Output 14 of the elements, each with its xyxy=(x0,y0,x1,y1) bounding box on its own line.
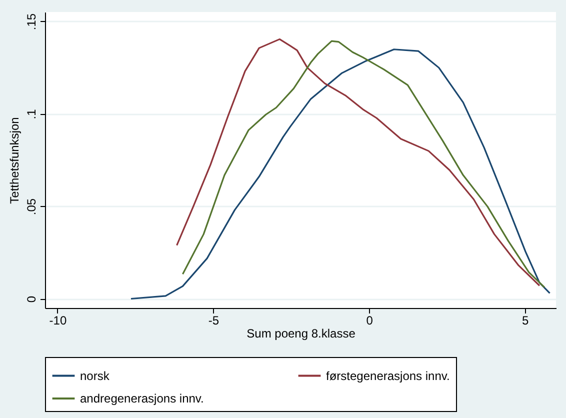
y-tick-label: .05 xyxy=(24,198,38,216)
legend-label: andregenerasjons innv. xyxy=(80,392,204,406)
x-tick-label: 5 xyxy=(522,314,529,328)
legend-label: norsk xyxy=(80,368,110,383)
line-series xyxy=(130,48,551,300)
x-axis-title: Sum poeng 8.klasse xyxy=(246,326,356,340)
y-tick-label: 0 xyxy=(24,296,38,303)
x-tick-label: -5 xyxy=(208,314,220,328)
x-tick-label: 0 xyxy=(366,314,374,328)
y-tick-label: .1 xyxy=(24,108,38,120)
x-tick-label: -10 xyxy=(49,314,67,328)
legend-label: førstegenerasjons innv. xyxy=(326,368,450,383)
y-axis-title: Tetthetsfunksjon xyxy=(8,117,22,204)
y-tick-label: .15 xyxy=(24,13,38,30)
